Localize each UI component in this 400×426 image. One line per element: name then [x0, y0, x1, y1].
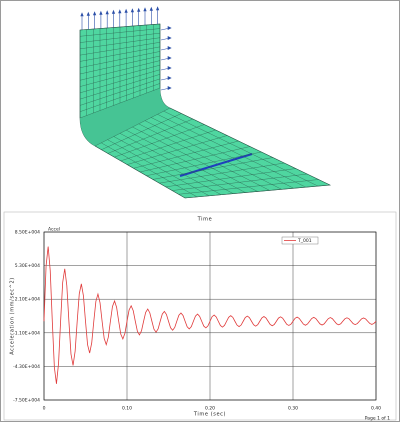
- mesh-line: [152, 157, 273, 180]
- mesh-line: [178, 179, 319, 195]
- arrow-head: [167, 26, 172, 30]
- mesh-line: [79, 51, 161, 68]
- y-tick-label: -4.30E+004: [13, 364, 40, 370]
- y-tick-label: 8.50E+004: [15, 230, 40, 236]
- chart-subtitle: Accel: [48, 227, 60, 233]
- plot: 8.50E+004 5.30E+004 2.10E+004 -1.10E+004 -4.…: [13, 230, 381, 412]
- arrow-head: [155, 6, 160, 11]
- mesh-line: [79, 46, 161, 62]
- arrow-head: [167, 66, 172, 70]
- mesh-line: [79, 28, 161, 37]
- mesh-line: [79, 55, 161, 75]
- mesh-line: [159, 162, 285, 184]
- mesh-bend: [80, 88, 170, 146]
- y-axis-label: Acceleration (mm/sec^2): [10, 277, 16, 355]
- mesh-line: [139, 146, 251, 173]
- y-tick-label: -1.10E+004: [13, 330, 40, 336]
- mesh-line: [79, 69, 161, 94]
- x-axis-label: Time (sec): [193, 412, 226, 418]
- mesh-line: [165, 168, 296, 188]
- arrow-head: [167, 86, 172, 90]
- load-arrows: [80, 6, 172, 91]
- mesh-line: [146, 151, 262, 176]
- y-tick-label: 5.30E+004: [15, 263, 40, 269]
- arrow-head: [92, 11, 97, 16]
- mesh-line: [79, 78, 161, 106]
- mesh-line: [114, 124, 205, 158]
- x-tick-label: 0: [43, 406, 46, 412]
- x-tick-label: 0.20: [205, 406, 215, 412]
- x-tick-label: 0.10: [122, 406, 132, 412]
- mesh-line: [127, 135, 228, 165]
- mesh-line: [184, 184, 331, 199]
- mesh-line: [120, 129, 216, 162]
- mesh-line: [172, 173, 308, 191]
- mesh-line: [94, 107, 171, 147]
- chart-title: Time: [197, 217, 213, 223]
- data-line: [43, 246, 377, 384]
- arrow-head: [124, 8, 128, 13]
- plot-panel: [3, 211, 397, 421]
- arrow-head: [137, 7, 141, 12]
- mesh-line: [107, 118, 193, 154]
- arrow-head: [111, 9, 116, 14]
- arrow-head: [80, 12, 84, 17]
- arrow-head: [105, 10, 109, 15]
- arrow-head: [167, 36, 172, 40]
- mesh-line: [79, 74, 161, 100]
- mesh-line: [79, 87, 161, 119]
- arrow-head: [86, 11, 90, 16]
- page-label: Page 1 of 1: [365, 416, 390, 422]
- arrow-head: [99, 10, 103, 15]
- mesh-line: [79, 23, 161, 31]
- legend-box: [281, 236, 319, 245]
- legend-label: T_001: [297, 238, 312, 244]
- x-tick-label: 0.30: [288, 406, 298, 412]
- arrow-head: [167, 46, 172, 50]
- arrow-head: [167, 56, 172, 60]
- mesh-line: [79, 37, 161, 50]
- mesh-view: [79, 6, 332, 199]
- mesh-line: [79, 32, 161, 43]
- mesh-line: [133, 140, 239, 169]
- arrow-head: [167, 76, 172, 80]
- mesh-line: [79, 42, 161, 56]
- arrow-head: [149, 6, 153, 11]
- mesh-line: [79, 60, 161, 81]
- arrow-head: [143, 7, 147, 12]
- y-tick-label: -7.50E+004: [13, 398, 40, 404]
- mesh-line: [79, 83, 161, 112]
- arrow-head: [118, 9, 122, 14]
- mesh-line: [101, 113, 182, 150]
- mesh-line: [79, 64, 161, 87]
- arrow-head: [130, 8, 135, 13]
- y-tick-label: 2.10E+004: [15, 297, 40, 303]
- x-tick-label: 0.40: [371, 406, 381, 412]
